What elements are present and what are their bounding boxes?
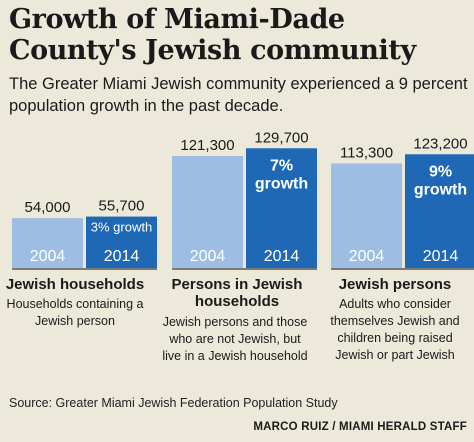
- source-note: Source: Greater Miami Jewish Federation …: [9, 396, 338, 410]
- group-1-title: Jewish households: [5, 276, 145, 293]
- bar-3-2014: [405, 154, 474, 268]
- year-label-3-2004: 2004: [349, 248, 385, 265]
- year-label-2-2014: 2014: [264, 248, 300, 265]
- year-label-1-2014: 2014: [104, 248, 140, 265]
- growth-label-3: 9% growth: [414, 163, 467, 198]
- growth-label-2: 7% growth: [255, 157, 308, 192]
- bar-chart: 54,000 2004 55,700 2014 3% growth 121,300 2004…: [12, 129, 474, 270]
- bar-1-2014: [86, 216, 157, 268]
- chart-title: Growth of Miami-Dade County's Jewish com…: [9, 4, 416, 66]
- value-label-2-2014: 129,700: [254, 129, 308, 146]
- year-label-2-2004: 2004: [190, 248, 226, 265]
- year-label-1-2004: 2004: [30, 248, 66, 265]
- bar-1-2004: [12, 218, 83, 268]
- bar-2-2014: [246, 148, 317, 268]
- value-label-3-2004: 113,300: [340, 144, 393, 161]
- group-3-description: Adults who consider themselves Jewish an…: [330, 297, 460, 362]
- growth-label-1: 3% growth: [91, 220, 152, 235]
- group-1-description: Households containing a Jewish person: [6, 297, 144, 328]
- value-label-1-2014: 55,700: [99, 198, 145, 215]
- group-3-title: Jewish persons: [338, 276, 452, 293]
- value-label-1-2004: 54,000: [25, 199, 71, 216]
- bar-3-2004: [331, 163, 402, 268]
- year-label-3-2014: 2014: [423, 248, 459, 265]
- credit-line: MARCO RUIZ / MIAMI HERALD STAFF: [253, 421, 467, 433]
- bar-2-2004: [172, 156, 243, 268]
- group-2-title: Persons in Jewish households: [171, 276, 303, 310]
- chart-subtitle: The Greater Miami Jewish community exper…: [9, 75, 468, 115]
- group-2-description: Jewish persons and those who are not Jew…: [162, 315, 308, 363]
- value-label-3-2014: 123,200: [413, 135, 467, 152]
- value-label-2-2004: 121,300: [180, 137, 234, 154]
